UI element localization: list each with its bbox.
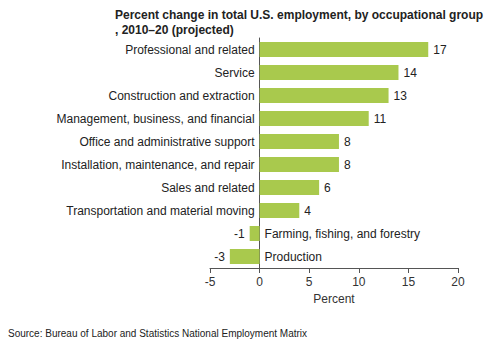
svg-text:Transportation and material mo: Transportation and material moving bbox=[66, 204, 254, 218]
svg-text:8: 8 bbox=[344, 135, 351, 149]
svg-text:20: 20 bbox=[451, 275, 465, 289]
svg-text:Percent: Percent bbox=[313, 292, 355, 306]
svg-text:Sales and related: Sales and related bbox=[161, 181, 254, 195]
svg-text:11: 11 bbox=[374, 112, 387, 126]
svg-text:Service: Service bbox=[215, 66, 255, 80]
svg-text:Professional and related: Professional and related bbox=[125, 43, 254, 57]
svg-text:Percent change in total U.S. e: Percent change in total U.S. employment,… bbox=[115, 8, 483, 22]
svg-text:8: 8 bbox=[344, 158, 351, 172]
svg-text:0: 0 bbox=[256, 275, 263, 289]
svg-text:Source: Bureau of Labor and St: Source: Bureau of Labor and Statistics N… bbox=[8, 328, 307, 339]
svg-text:6: 6 bbox=[324, 181, 331, 195]
svg-text:14: 14 bbox=[403, 66, 417, 80]
svg-text:-3: -3 bbox=[214, 250, 225, 264]
svg-text:-5: -5 bbox=[205, 275, 216, 289]
svg-text:13: 13 bbox=[394, 89, 408, 103]
svg-text:, 2010–20 (projected): , 2010–20 (projected) bbox=[115, 23, 234, 37]
svg-text:Construction and extraction: Construction and extraction bbox=[109, 89, 255, 103]
svg-text:10: 10 bbox=[352, 275, 366, 289]
svg-text:Management, business, and fina: Management, business, and financial bbox=[56, 112, 254, 126]
svg-text:4: 4 bbox=[304, 204, 311, 218]
svg-text:5: 5 bbox=[306, 275, 313, 289]
svg-text:Installation, maintenance, and: Installation, maintenance, and repair bbox=[61, 158, 254, 172]
svg-text:17: 17 bbox=[433, 43, 447, 57]
svg-text:Farming, fishing, and forestry: Farming, fishing, and forestry bbox=[265, 227, 420, 241]
svg-text:Office and administrative supp: Office and administrative support bbox=[79, 135, 255, 149]
svg-text:15: 15 bbox=[402, 275, 416, 289]
svg-text:Production: Production bbox=[265, 250, 322, 264]
svg-text:-1: -1 bbox=[234, 227, 245, 241]
